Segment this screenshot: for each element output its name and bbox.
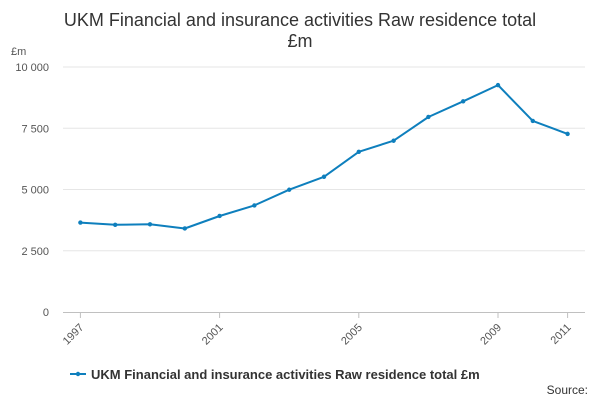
data-point[interactable]	[356, 149, 361, 154]
data-point[interactable]	[391, 138, 396, 143]
y-axis-unit-label: £m	[11, 46, 26, 58]
legend-series-label: UKM Financial and insurance activities R…	[91, 367, 480, 382]
legend-series-marker	[75, 371, 81, 377]
data-point[interactable]	[113, 222, 118, 227]
data-point[interactable]	[495, 82, 501, 88]
data-point[interactable]	[565, 131, 570, 137]
data-point[interactable]	[287, 187, 292, 192]
x-tick-label: 2011	[549, 322, 574, 347]
chart-title-line-1: UKM Financial and insurance activities R…	[64, 10, 536, 30]
source-label: Source:	[547, 383, 588, 397]
y-tick-label: 0	[43, 307, 49, 319]
data-point[interactable]	[321, 174, 327, 179]
data-point[interactable]	[461, 99, 466, 104]
x-tick-label: 2009	[478, 322, 504, 348]
chart-title-line-2: £m	[287, 31, 312, 51]
data-point[interactable]	[530, 118, 535, 124]
data-point[interactable]	[426, 114, 431, 120]
y-tick-label: 7 500	[21, 123, 49, 135]
y-tick-label: 5 000	[21, 185, 49, 197]
legend[interactable]: UKM Financial and insurance activities R…	[70, 367, 480, 382]
y-tick-label: 2 500	[21, 246, 49, 258]
y-tick-label: 10 000	[15, 62, 49, 74]
x-tick-label: 2005	[339, 322, 365, 348]
series-layer	[78, 82, 570, 231]
gridlines	[63, 66, 585, 252]
axes: 0 2 500 5 000 7 500 10 000 1997 2001 2005 2009 20…	[15, 62, 585, 347]
data-point[interactable]	[147, 222, 153, 227]
series-line	[80, 84, 568, 230]
data-point[interactable]	[78, 220, 83, 225]
data-point[interactable]	[182, 226, 187, 231]
x-tick-label: 2001	[200, 322, 226, 348]
data-point[interactable]	[252, 203, 257, 208]
data-point[interactable]	[217, 213, 222, 219]
x-tick-label: 1997	[61, 322, 87, 348]
